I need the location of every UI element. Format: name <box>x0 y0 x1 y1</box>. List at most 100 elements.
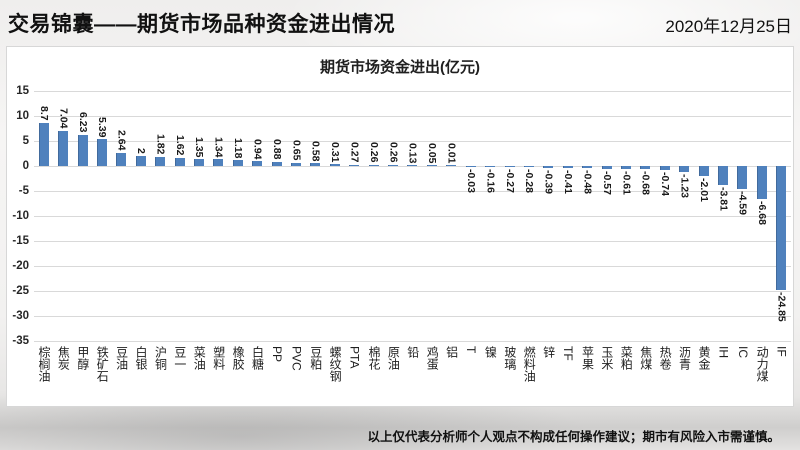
bar <box>426 165 437 166</box>
bar-value-label: -24.85 <box>775 292 788 323</box>
bar-value-label: 0.27 <box>348 142 361 163</box>
category-label: 白银 <box>134 346 149 370</box>
bar-value-label: 0.58 <box>309 140 322 162</box>
bar-column: 8.7 <box>34 91 53 341</box>
bar-value-label: 5.39 <box>96 116 109 138</box>
bar-value-label: 1.35 <box>193 136 206 158</box>
bar <box>388 164 399 166</box>
disclaimer: 以上仅代表分析师个人观点不构成任何操作建议；期市有风险入市需谨慎。 <box>367 430 780 444</box>
bar-column: -0.16 <box>480 91 499 341</box>
bar-value-label: -0.48 <box>581 170 594 195</box>
bar-value-label: 1.82 <box>154 134 167 155</box>
bar <box>368 164 379 166</box>
bar-value-label: -1.23 <box>678 174 691 199</box>
gridline <box>34 290 791 292</box>
gridline <box>34 240 791 242</box>
bar-value-label: -0.68 <box>639 171 652 196</box>
bar <box>737 166 748 189</box>
bar <box>640 166 651 170</box>
bar-value-label: 0.01 <box>445 142 458 163</box>
bar <box>504 166 515 168</box>
category-label: 塑料 <box>211 346 226 370</box>
category-label: 动力煤 <box>755 346 770 382</box>
bar-column: 1.35 <box>189 91 208 341</box>
category-label: 玻璃 <box>502 346 517 370</box>
bar-column: -2.01 <box>694 91 713 341</box>
bar-column: -0.68 <box>636 91 655 341</box>
bar <box>213 159 224 166</box>
bar <box>252 161 263 166</box>
gridline <box>34 190 791 192</box>
y-axis-tick: 5 <box>22 135 29 147</box>
bar-value-label: 0.88 <box>270 139 283 160</box>
plot-area: 8.7 7.04 6.23 5.39 2.64 2 1.82 1.62 1.35 1.34 1.18… <box>34 90 791 342</box>
bar <box>291 162 302 166</box>
y-axis-tick: -5 <box>18 185 29 197</box>
bar <box>116 152 127 166</box>
category-label: 棕榈油 <box>37 346 51 382</box>
category-label: 铅 <box>405 346 420 358</box>
category-label: 沥青 <box>677 346 692 370</box>
gridline <box>34 265 791 267</box>
y-axis-tick: -10 <box>12 210 29 222</box>
bar-value-label: -2.01 <box>697 178 710 202</box>
bar <box>718 166 729 186</box>
bar-value-label: 1.18 <box>232 137 245 159</box>
bar-column: 0.01 <box>442 91 461 341</box>
bar-value-label: 1.34 <box>212 136 225 158</box>
bar-column: -3.81 <box>713 91 732 341</box>
bar-value-label: 7.04 <box>57 108 70 129</box>
category-label: 菜粕 <box>619 346 634 370</box>
bar <box>543 166 554 168</box>
category-label: 白糖 <box>250 346 265 370</box>
bar-column: -0.61 <box>616 91 635 341</box>
bar-column: 0.94 <box>248 91 267 341</box>
bar <box>756 166 767 200</box>
category-label: 焦煤 <box>638 346 653 370</box>
bar <box>271 161 282 166</box>
gridline <box>34 215 791 217</box>
category-label: PP <box>269 346 284 363</box>
bar-column: -1.23 <box>675 91 694 341</box>
bar-value-label: 2 <box>135 148 147 154</box>
y-axis-tick: -15 <box>12 235 29 247</box>
bar <box>232 160 243 166</box>
bar-column: -0.41 <box>558 91 577 341</box>
bar-column: 6.23 <box>73 91 92 341</box>
category-label: 玉米 <box>599 346 614 370</box>
bar-column: 0.26 <box>383 91 402 341</box>
category-label: 燃料油 <box>522 346 537 382</box>
page-title: 交易锦囊——期货市场品种资金进出情况 <box>8 13 395 36</box>
bar-column: 2 <box>131 91 150 341</box>
gridline <box>34 90 791 92</box>
bar-value-label: 0.94 <box>251 138 264 160</box>
bar-column: -0.03 <box>461 91 480 341</box>
category-label: 镍 <box>483 346 498 358</box>
bar-value-label: -0.28 <box>523 169 536 194</box>
header: 交易锦囊——期货市场品种资金进出情况 2020年12月25日 <box>0 0 800 44</box>
bar-column: -6.68 <box>752 91 771 341</box>
y-axis-tick: -25 <box>12 285 29 297</box>
bar-value-label: -3.81 <box>717 187 730 211</box>
bar-column: 0.88 <box>267 91 286 341</box>
bar-value-label: 2.64 <box>115 130 128 151</box>
category-label: T <box>464 346 479 354</box>
bar <box>523 166 534 168</box>
category-label: IF <box>774 346 789 357</box>
bar-value-label: 0.13 <box>406 142 419 163</box>
bar <box>776 166 787 291</box>
gridline <box>34 140 791 142</box>
bar <box>96 139 107 166</box>
category-label: 菜油 <box>192 346 207 370</box>
bar <box>446 165 457 166</box>
gridline <box>34 115 791 117</box>
bar-column: 0.31 <box>325 91 344 341</box>
bar-value-label: -0.74 <box>659 171 672 196</box>
bar-value-label: 0.26 <box>387 142 400 163</box>
category-label: 甲醇 <box>75 346 90 370</box>
category-label: TF <box>561 346 576 361</box>
bar-value-label: -0.16 <box>484 169 497 193</box>
bar-column: 1.82 <box>150 91 169 341</box>
bar-column: 0.27 <box>345 91 364 341</box>
